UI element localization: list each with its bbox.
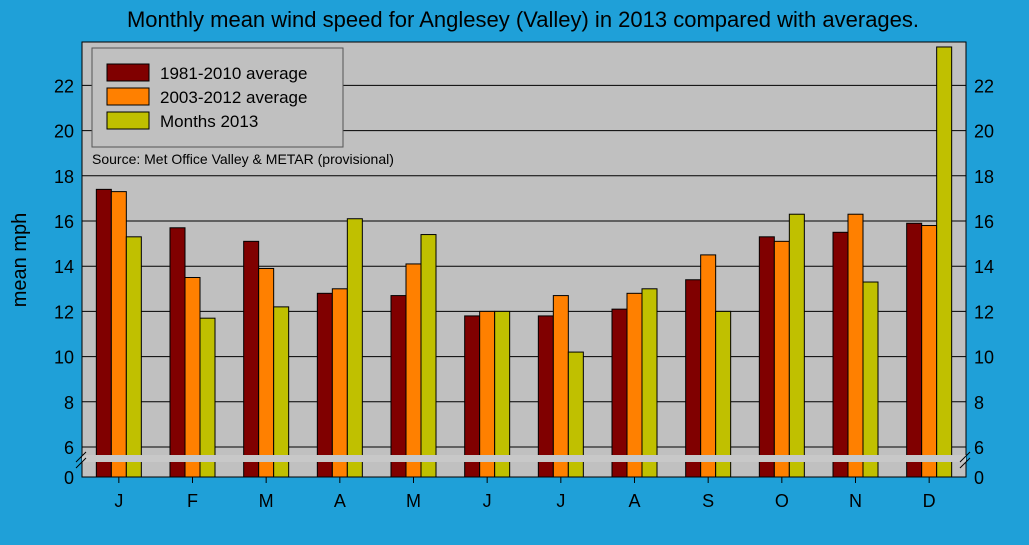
legend-swatch: [106, 87, 150, 106]
bar: [715, 310, 732, 478]
bar: [316, 292, 333, 478]
axis-break-mark: [959, 451, 971, 463]
bar: [494, 310, 511, 478]
y-tick-label-left: 12: [54, 302, 74, 322]
y-tick-label-left: 16: [54, 212, 74, 232]
legend-label: 2003-2012 average: [160, 88, 307, 107]
axis-break-mark: [75, 451, 87, 463]
x-tick-label: N: [849, 491, 862, 511]
y-tick-label-right: 6: [974, 438, 984, 458]
legend-label: 1981-2010 average: [160, 64, 307, 83]
source-annotation: Source: Met Office Valley & METAR (provi…: [92, 151, 394, 167]
x-tick-label: A: [334, 491, 346, 511]
bar: [641, 288, 658, 478]
y-tick-label-left: 18: [54, 167, 74, 187]
bar: [700, 254, 717, 478]
bar: [847, 213, 864, 478]
bar: [184, 277, 201, 478]
axis-break-mark: [959, 457, 971, 469]
x-tick-label: J: [483, 491, 492, 511]
bar: [936, 46, 953, 478]
x-tick-label: S: [702, 491, 714, 511]
bar: [862, 281, 879, 478]
legend: 1981-2010 average 2003-2012 average Months…: [91, 47, 344, 148]
y-tick-label-right: 10: [974, 348, 994, 368]
bar: [567, 351, 584, 478]
legend-label: Months 2013: [160, 112, 258, 131]
y-tick-label-right: 12: [974, 302, 994, 322]
bar: [390, 295, 407, 478]
bar: [626, 292, 643, 478]
bar: [243, 240, 260, 478]
bar: [537, 315, 554, 478]
bar: [464, 315, 481, 478]
bar: [420, 234, 437, 478]
bar: [169, 227, 186, 478]
x-tick-label: A: [628, 491, 640, 511]
x-tick-label: O: [775, 491, 789, 511]
x-tick-label: D: [923, 491, 936, 511]
y-tick-label-right: 18: [974, 167, 994, 187]
bar: [405, 263, 422, 478]
y-tick-label-left: 6: [64, 438, 74, 458]
y-tick-label-left: 14: [54, 257, 74, 277]
x-tick-label: J: [556, 491, 565, 511]
bar: [346, 218, 363, 478]
y-tick-label-right: 20: [974, 122, 994, 142]
y-tick-label-right: 16: [974, 212, 994, 232]
bar: [331, 288, 348, 478]
axis-break-mark: [75, 457, 87, 469]
bar: [273, 306, 290, 478]
bar: [788, 213, 805, 478]
bar: [552, 295, 569, 478]
y-tick-label-left: 20: [54, 122, 74, 142]
bar: [95, 188, 112, 478]
bar: [199, 317, 216, 478]
y-tick-label-left: 0: [64, 468, 74, 488]
bar: [773, 240, 790, 478]
y-tick-label-left: 22: [54, 76, 74, 96]
legend-swatch: [106, 111, 150, 130]
y-tick-label-right: 0: [974, 468, 984, 488]
x-tick-label: M: [406, 491, 421, 511]
axis-break-band: [82, 455, 966, 462]
bar: [906, 222, 923, 478]
chart-title: Monthly mean wind speed for Anglesey (Va…: [127, 7, 919, 32]
y-tick-label-right: 22: [974, 76, 994, 96]
y-tick-label-left: 8: [64, 393, 74, 413]
bar: [258, 267, 275, 478]
y-tick-label-left: 10: [54, 348, 74, 368]
y-tick-label-right: 8: [974, 393, 984, 413]
bar: [125, 236, 142, 478]
y-axis-label: mean mph: [9, 213, 31, 308]
bar: [758, 236, 775, 478]
bar: [110, 191, 127, 478]
x-tick-label: J: [114, 491, 123, 511]
y-tick-label-right: 14: [974, 257, 994, 277]
bar: [685, 279, 702, 478]
x-tick-label: M: [259, 491, 274, 511]
bar: [921, 225, 938, 478]
bar: [479, 310, 496, 478]
legend-swatch: [106, 63, 150, 82]
x-tick-label: F: [187, 491, 198, 511]
bar: [611, 308, 628, 478]
bar: [832, 231, 849, 478]
